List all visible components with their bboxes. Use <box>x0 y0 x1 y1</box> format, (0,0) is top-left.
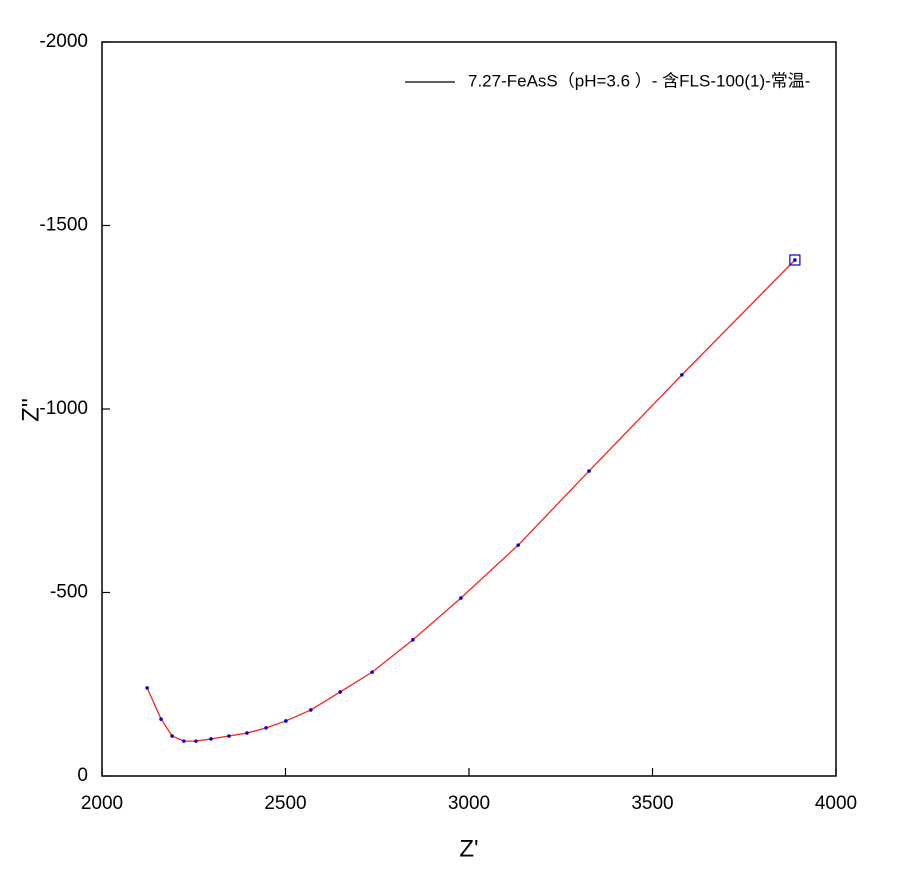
data-point <box>459 596 463 600</box>
data-point <box>159 717 163 721</box>
data-point <box>516 543 520 547</box>
x-tick-label: 2500 <box>264 793 306 814</box>
data-point <box>145 686 149 690</box>
y-tick-label: -1500 <box>39 215 88 236</box>
data-point <box>284 719 288 723</box>
data-point <box>209 737 213 741</box>
data-point <box>338 690 342 694</box>
x-tick-label: 4000 <box>815 793 857 814</box>
series-line <box>146 259 796 742</box>
data-point <box>587 469 591 473</box>
end-marker <box>789 254 801 266</box>
x-tick-label: 2000 <box>81 793 123 814</box>
data-point <box>793 258 797 262</box>
plot-frame <box>101 41 837 777</box>
data-point <box>680 373 684 377</box>
y-axis-title: Z'' <box>17 398 44 422</box>
y-tick-label: -2000 <box>39 31 88 52</box>
data-point <box>194 739 198 743</box>
data-point <box>411 638 415 642</box>
data-point <box>227 734 231 738</box>
data-point <box>170 734 174 738</box>
y-tick-label: 0 <box>77 765 88 786</box>
data-point <box>264 726 268 730</box>
data-point <box>182 739 186 743</box>
data-point <box>370 670 374 674</box>
x-tick-label: 3000 <box>448 793 490 814</box>
data-point <box>245 731 249 735</box>
x-axis-title: Z' <box>459 835 478 862</box>
legend-text: 7.27-FeAsS（pH=3.6 ）- 含FLS-100(1)-常温- <box>468 71 810 90</box>
x-tick-label: 3500 <box>631 793 673 814</box>
data-point <box>309 708 313 712</box>
y-tick-label: -500 <box>50 582 88 603</box>
y-tick-label: -1000 <box>39 398 88 419</box>
